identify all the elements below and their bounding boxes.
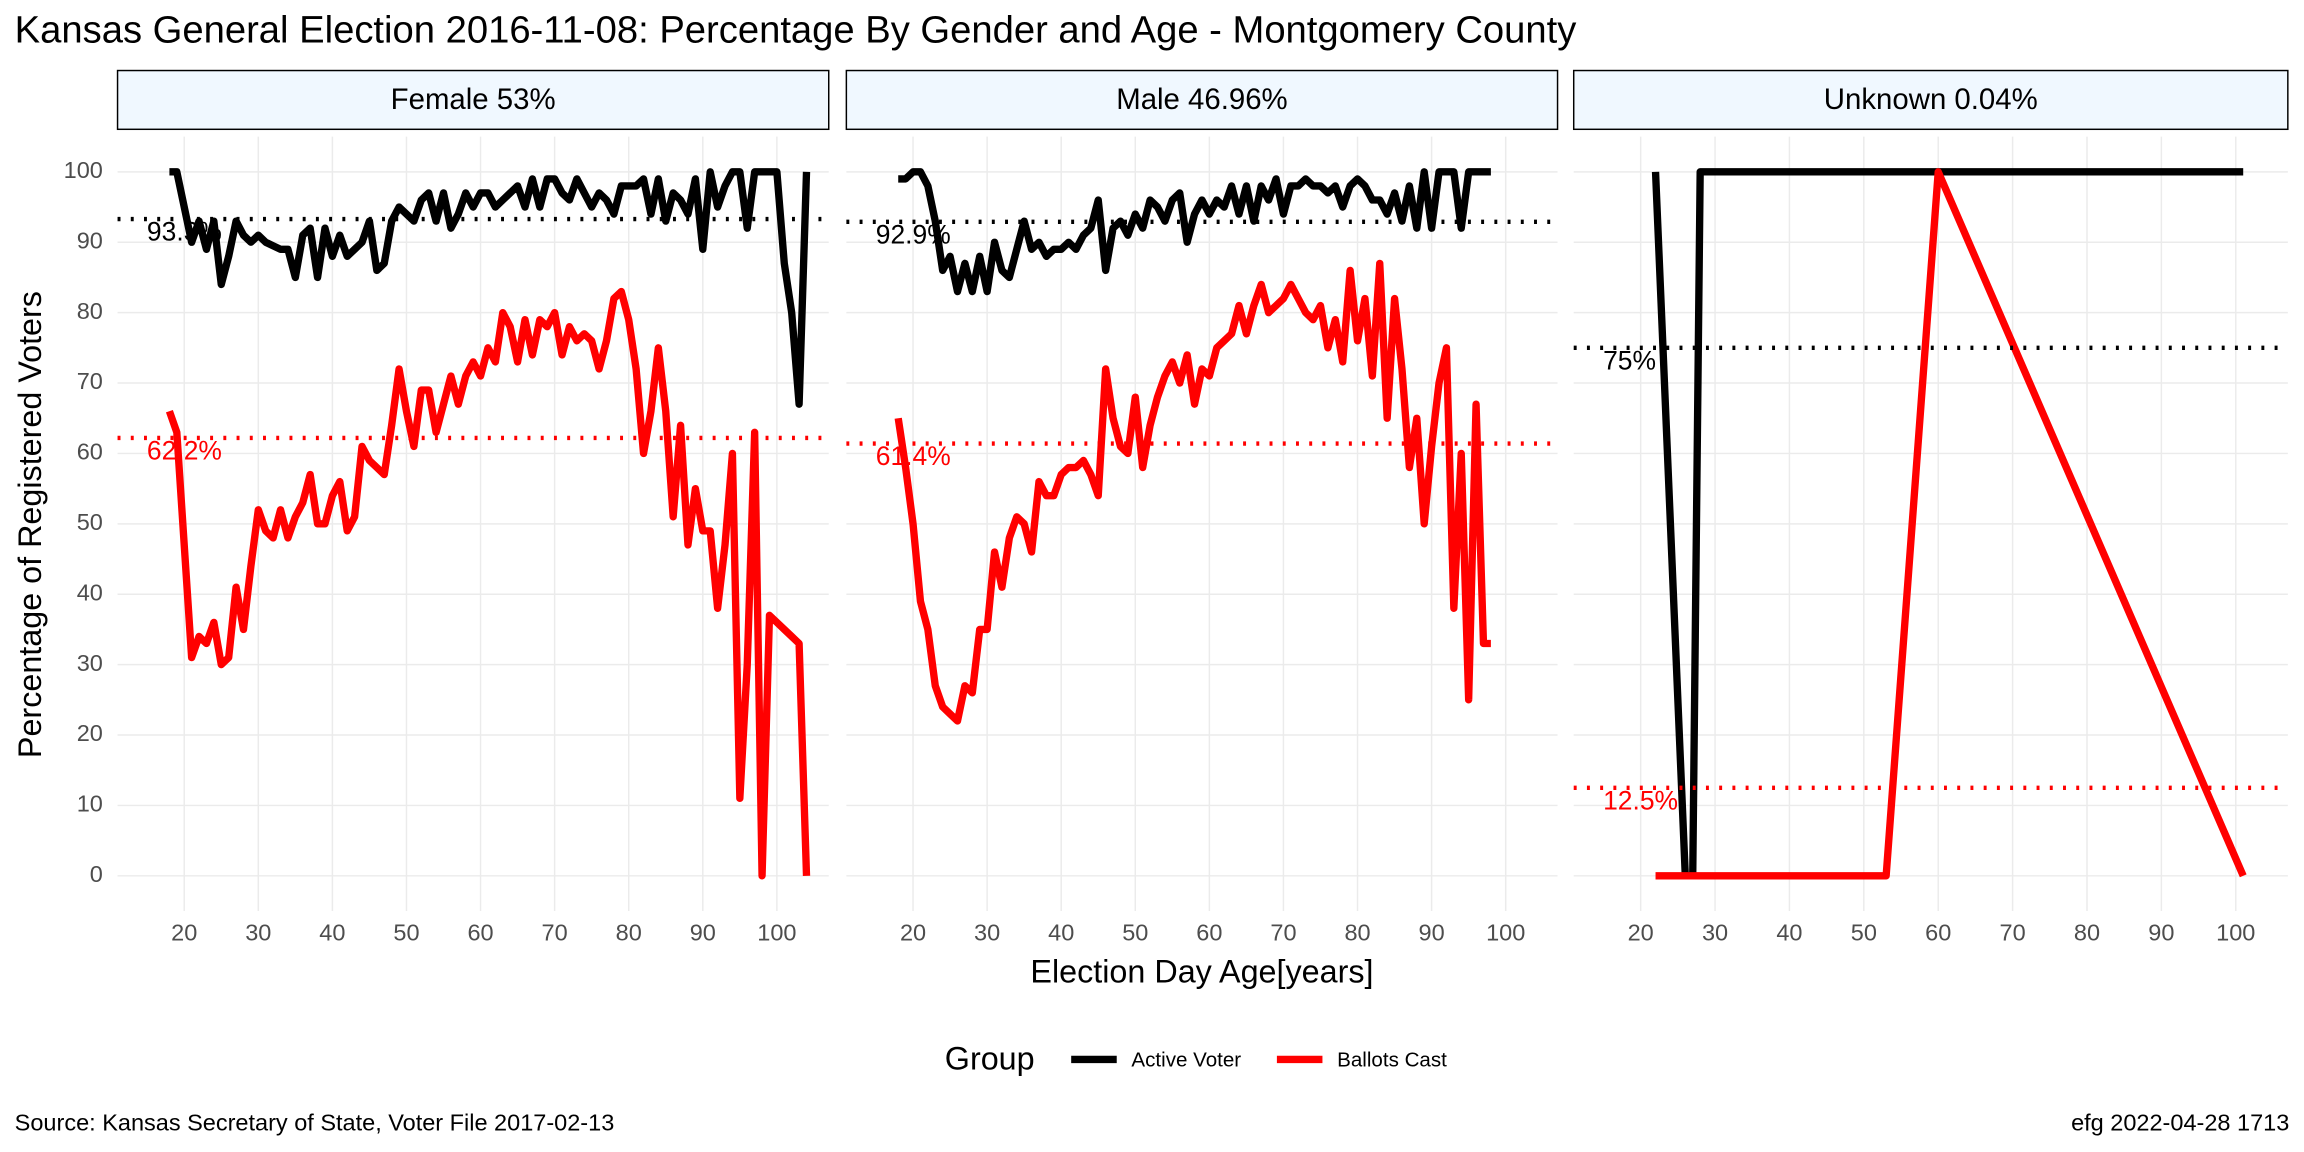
x-tick-label: 40 — [1776, 920, 1802, 946]
y-tick-label: 0 — [90, 861, 103, 887]
y-tick-label: 20 — [77, 720, 103, 746]
x-tick-label: 50 — [1122, 920, 1148, 946]
x-tick-label: 80 — [616, 920, 642, 946]
x-tick-label: 40 — [1048, 920, 1074, 946]
x-tick-label: 90 — [2148, 920, 2174, 946]
y-tick-label: 40 — [77, 579, 103, 605]
x-tick-label: 20 — [1628, 920, 1654, 946]
reference-label: 62.2% — [147, 436, 222, 466]
x-tick-label: 40 — [319, 920, 345, 946]
x-tick-label: 90 — [1419, 920, 1445, 946]
x-tick-label: 100 — [2216, 920, 2255, 946]
reference-label: 75% — [1603, 346, 1656, 376]
legend-label: Active Voter — [1131, 1048, 1241, 1071]
series-line — [898, 168, 1491, 296]
y-tick-label: 90 — [77, 227, 103, 253]
reference-label: 92.9% — [876, 220, 951, 250]
facet-strip — [845, 69, 1559, 131]
reference-label: 12.5% — [1603, 786, 1678, 816]
x-tick-label: 50 — [1851, 920, 1877, 946]
y-tick-label: 10 — [77, 791, 103, 817]
facet-title: Unknown 0.04% — [1824, 83, 2038, 116]
x-tick-label: 30 — [1702, 920, 1728, 946]
x-tick-label: 20 — [900, 920, 926, 946]
series-line — [165, 287, 811, 880]
series-line — [169, 168, 811, 408]
source-note: Source: Kansas Secretary of State, Voter… — [15, 1109, 615, 1135]
x-tick-label: 60 — [467, 920, 493, 946]
x-tick-label: 70 — [1270, 920, 1296, 946]
facet-strip — [1572, 69, 2289, 131]
facet-title: Female 53% — [391, 83, 556, 116]
x-tick-label: 60 — [1196, 920, 1222, 946]
credit-note: efg 2022-04-28 1713 — [2071, 1109, 2289, 1135]
y-axis-label: Percentage of Registered Voters — [12, 291, 48, 758]
x-tick-label: 80 — [2074, 920, 2100, 946]
x-tick-label: 100 — [1486, 920, 1525, 946]
legend-label: Ballots Cast — [1337, 1048, 1447, 1071]
x-tick-label: 50 — [393, 920, 419, 946]
y-tick-label: 80 — [77, 298, 103, 324]
x-tick-label: 70 — [2000, 920, 2026, 946]
series-line — [1655, 168, 2247, 880]
x-tick-label: 60 — [1925, 920, 1951, 946]
legend-title: Group — [945, 1040, 1035, 1076]
x-axis-label: Election Day Age[years] — [1030, 954, 1373, 990]
series-line — [894, 259, 1491, 725]
chart-title: Kansas General Election 2016-11-08: Perc… — [15, 8, 1578, 51]
y-tick-label: 60 — [77, 439, 103, 465]
reference-label: 61.4% — [876, 441, 951, 471]
x-tick-label: 70 — [542, 920, 568, 946]
x-tick-label: 20 — [171, 920, 197, 946]
facet-title: Male 46.96% — [1116, 83, 1287, 116]
reference-label: 93.3% — [147, 217, 222, 247]
y-tick-label: 70 — [77, 368, 103, 394]
facet-strip — [116, 69, 830, 131]
x-tick-label: 30 — [974, 920, 1000, 946]
x-tick-label: 80 — [1344, 920, 1370, 946]
x-tick-label: 90 — [690, 920, 716, 946]
y-tick-label: 50 — [77, 509, 103, 535]
y-tick-label: 30 — [77, 650, 103, 676]
y-tick-label: 100 — [64, 157, 103, 183]
x-tick-label: 100 — [757, 920, 796, 946]
x-tick-label: 30 — [245, 920, 271, 946]
